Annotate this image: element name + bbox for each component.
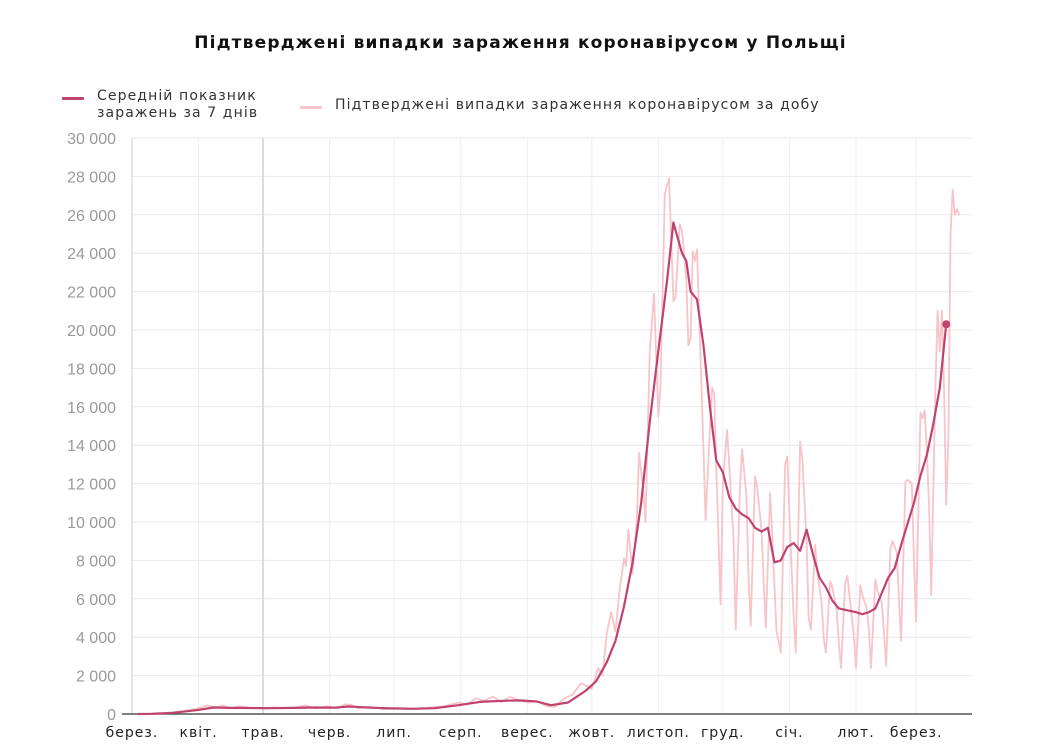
x-tick-label: верес. (501, 725, 554, 741)
x-tick-label: січ. (775, 725, 803, 741)
x-tick-label: берез. (890, 725, 943, 741)
x-tick-label: лют. (837, 725, 874, 741)
series-lines (137, 177, 960, 716)
y-tick-label: 10 000 (67, 515, 116, 532)
legend-swatch-daily-cases (300, 106, 322, 109)
x-tick-label: трав. (241, 725, 284, 741)
x-tick-label: серп. (439, 725, 483, 741)
y-tick-label: 22 000 (67, 285, 116, 302)
y-tick-label: 30 000 (67, 131, 116, 148)
legend-label-7day-average: Середній показник заражень за 7 днів (97, 88, 259, 121)
x-tick-label: берез. (106, 725, 159, 741)
y-tick-label: 0 (107, 707, 116, 724)
y-tick-label: 12 000 (67, 477, 116, 494)
legend-item-daily-cases: Підтверджені випадки зараження коронавір… (300, 97, 820, 114)
end-point-marker (942, 320, 951, 329)
legend-item-7day-average: Середній показник заражень за 7 днів (62, 88, 272, 122)
x-tick-label: листоп. (627, 725, 690, 741)
x-tick-label: квіт. (179, 725, 217, 741)
x-tick-label: лип. (376, 725, 412, 741)
y-tick-label: 18 000 (67, 361, 116, 378)
y-tick-label: 6 000 (76, 592, 116, 609)
grid-lines (131, 137, 972, 714)
x-tick-label: жовт. (568, 725, 615, 741)
line-7day-average (137, 221, 948, 716)
axes (122, 138, 972, 715)
legend-swatch-7day-average (62, 97, 84, 100)
y-tick-label: 24 000 (67, 246, 116, 263)
y-tick-label: 4 000 (76, 630, 116, 647)
chart-title: Підтверджені випадки зараження коронавір… (194, 33, 847, 53)
line-daily-cases (137, 177, 960, 715)
y-tick-label: 14 000 (67, 438, 116, 455)
y-tick-label: 20 000 (67, 323, 116, 340)
y-tick-label: 26 000 (67, 208, 116, 225)
tick-labels: 0 2 000 4 000 6 000 8 000 10 000 12 000 14 000 1… (67, 131, 943, 741)
legend-label-daily-cases: Підтверджені випадки зараження коронавір… (335, 97, 820, 113)
y-tick-label: 2 000 (76, 669, 116, 686)
x-tick-label: груд. (701, 725, 745, 741)
y-tick-label: 28 000 (67, 169, 116, 186)
y-tick-label: 8 000 (76, 553, 116, 570)
x-tick-label: черв. (308, 725, 351, 741)
y-tick-label: 16 000 (67, 400, 116, 417)
